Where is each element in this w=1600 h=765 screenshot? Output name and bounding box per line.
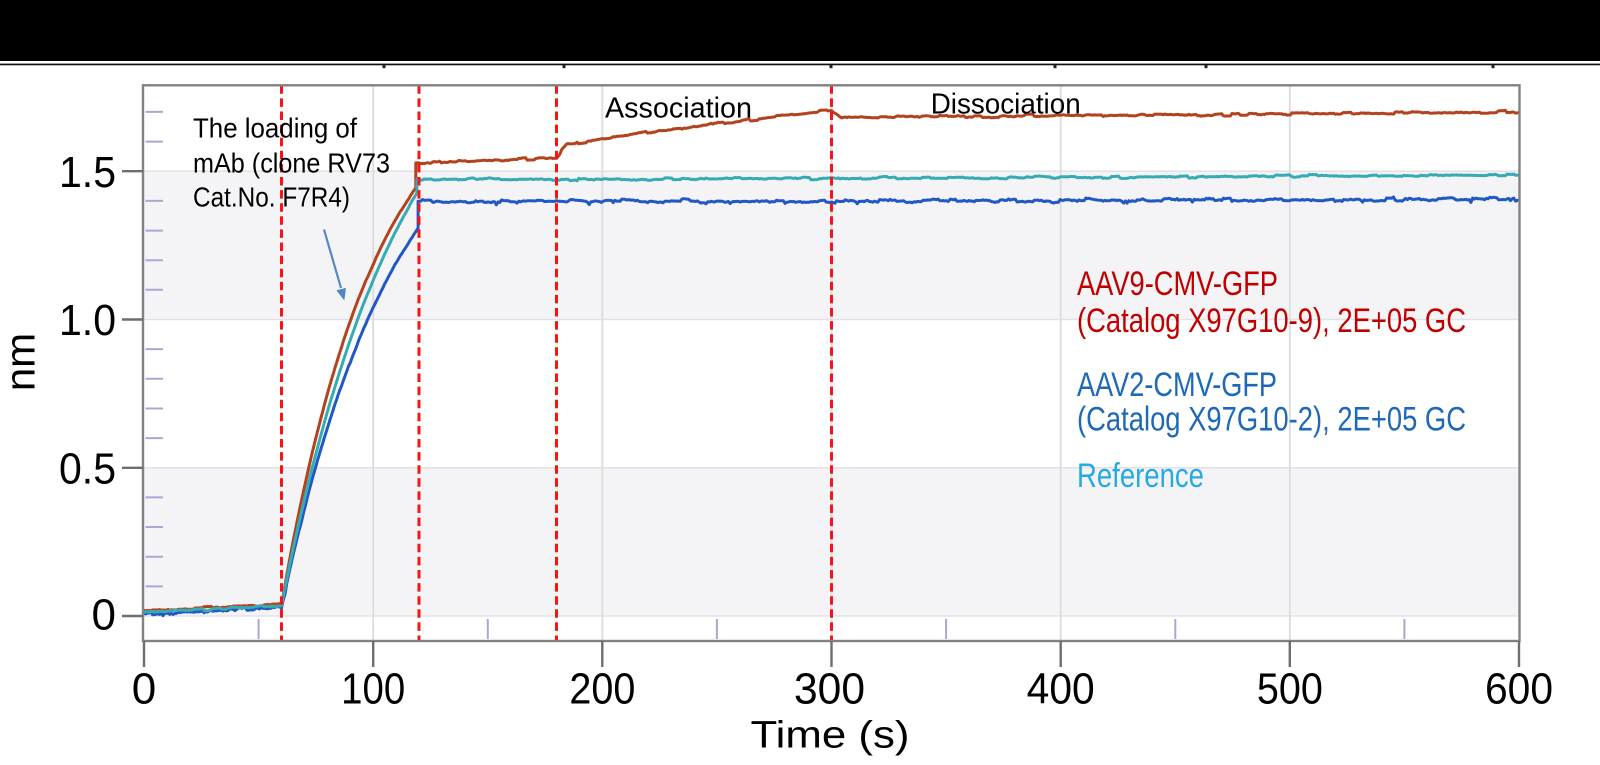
svg-text:100: 100 [341, 665, 405, 714]
svg-text:nm: nm [0, 333, 44, 391]
svg-text:Association: Association [605, 93, 752, 125]
svg-text:0.5: 0.5 [59, 444, 116, 493]
svg-text:The loading of: The loading of [193, 112, 357, 143]
svg-text:200: 200 [569, 665, 635, 714]
svg-text:Dissociation: Dissociation [931, 89, 1081, 121]
svg-text:500: 500 [1257, 665, 1323, 714]
svg-text:0: 0 [132, 665, 156, 714]
svg-text:600: 600 [1485, 665, 1553, 714]
svg-text:mAb (clone RV73: mAb (clone RV73 [193, 148, 390, 179]
svg-text:Reference: Reference [1077, 457, 1204, 495]
svg-text:(Catalog X97G10-2), 2E+05 GC: (Catalog X97G10-2), 2E+05 GC [1077, 400, 1466, 438]
svg-text:Time (s): Time (s) [751, 715, 910, 757]
svg-text:AAV9-CMV-GFP: AAV9-CMV-GFP [1077, 265, 1278, 303]
svg-text:0: 0 [92, 590, 116, 639]
svg-text:1.5: 1.5 [59, 148, 116, 197]
svg-text:AAV2-CMV-GFP: AAV2-CMV-GFP [1077, 366, 1277, 404]
svg-text:(Catalog X97G10-9), 2E+05 GC: (Catalog X97G10-9), 2E+05 GC [1077, 302, 1466, 340]
svg-text:400: 400 [1027, 665, 1095, 714]
svg-text:Cat.No. F7R4): Cat.No. F7R4) [193, 182, 350, 213]
svg-text:300: 300 [794, 665, 865, 714]
svg-text:1.0: 1.0 [59, 296, 116, 345]
